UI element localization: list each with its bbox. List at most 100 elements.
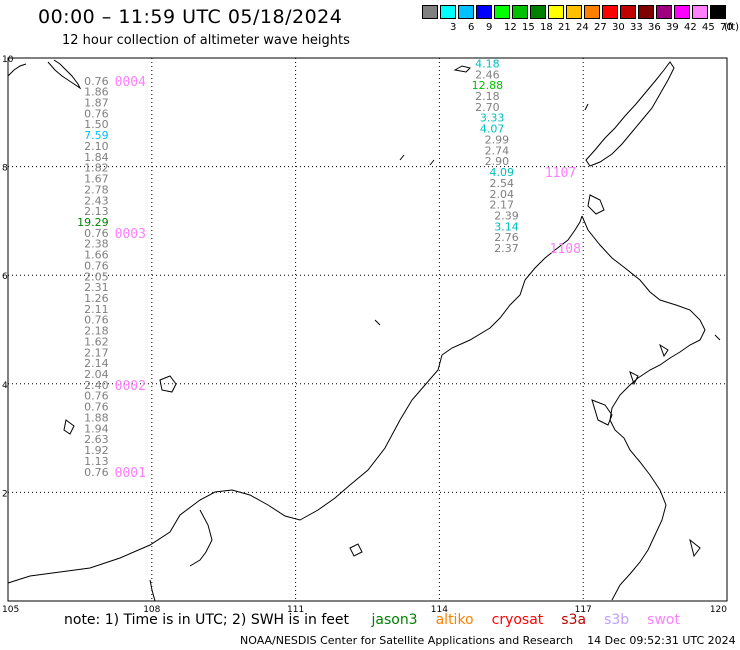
wave-height-value: 2.10 bbox=[84, 140, 109, 153]
scale-swatch bbox=[512, 5, 528, 19]
scale-label: 27 bbox=[594, 22, 607, 33]
wave-height-value: 2.78 bbox=[84, 183, 109, 196]
wave-height-value: 3.33 bbox=[480, 112, 505, 125]
scale-label: 70 bbox=[720, 22, 733, 33]
pass-label: 0003 bbox=[115, 227, 146, 242]
scale-swatch bbox=[458, 5, 474, 19]
scale-swatch bbox=[656, 5, 672, 19]
wave-height-value: 1.87 bbox=[84, 97, 109, 110]
scale-swatch bbox=[530, 5, 546, 19]
x-tick-label: 120 bbox=[710, 605, 727, 615]
wave-height-value: 0.76 bbox=[84, 466, 109, 479]
wave-height-value: 2.54 bbox=[489, 177, 514, 190]
wave-height-value: 1.86 bbox=[84, 86, 109, 99]
y-tick-label: 4 bbox=[2, 381, 8, 391]
wave-height-value: 1.82 bbox=[84, 162, 109, 175]
scale-label: 6 bbox=[468, 22, 475, 33]
wave-height-value: 2.31 bbox=[84, 281, 109, 294]
scale-label: 12 bbox=[504, 22, 517, 33]
scale-unit: (ft) bbox=[724, 22, 740, 33]
scale-swatch bbox=[440, 5, 456, 19]
wave-height-value: 2.18 bbox=[475, 90, 500, 103]
wave-height-value: 2.13 bbox=[84, 205, 109, 218]
wave-height-value: 2.37 bbox=[494, 242, 519, 255]
scale-swatch bbox=[422, 5, 438, 19]
wave-height-value: 2.17 bbox=[84, 346, 109, 359]
map-frame bbox=[7, 57, 728, 602]
scale-label: 24 bbox=[576, 22, 589, 33]
wave-height-value: 1.26 bbox=[84, 292, 109, 305]
wave-height-value: 4.18 bbox=[475, 57, 500, 70]
page-subtitle: 12 hour collection of altimeter wave hei… bbox=[62, 33, 350, 48]
satellite-swot: swot bbox=[647, 612, 680, 628]
scale-label: 39 bbox=[666, 22, 679, 33]
wave-height-value: 2.90 bbox=[485, 155, 510, 168]
wave-height-value: 12.88 bbox=[472, 79, 504, 92]
satellite-s3a: s3a bbox=[561, 612, 587, 628]
wave-height-value: 2.17 bbox=[489, 199, 514, 212]
wave-height-value: 0.76 bbox=[84, 390, 109, 403]
note-line: note: 1) Time is in UTC; 2) SWH is in fe… bbox=[64, 612, 680, 628]
y-tick-label: 10 bbox=[2, 55, 14, 65]
wave-height-value: 0.76 bbox=[84, 107, 109, 120]
wave-height-observations: 0.761.861.870.761.507.592.101.841.821.67… bbox=[77, 57, 581, 480]
page-title: 00:00 – 11:59 UTC 05/18/2024 bbox=[38, 6, 343, 28]
wave-height-value: 2.18 bbox=[84, 325, 109, 338]
wave-height-value: 2.11 bbox=[84, 303, 109, 316]
wave-height-value: 4.07 bbox=[480, 123, 505, 136]
map-grid bbox=[8, 58, 727, 601]
wave-height-value: 0.76 bbox=[84, 227, 109, 240]
scale-label: 3 bbox=[450, 22, 457, 33]
y-tick-label: 8 bbox=[2, 164, 8, 174]
x-tick-label: 111 bbox=[287, 605, 304, 615]
satellite-cryosat: cryosat bbox=[491, 612, 544, 628]
wave-height-value: 0.76 bbox=[84, 314, 109, 327]
pass-label: 0002 bbox=[115, 379, 146, 394]
wave-height-value: 1.50 bbox=[84, 118, 109, 131]
scale-swatch bbox=[602, 5, 618, 19]
x-tick-label: 105 bbox=[2, 605, 19, 615]
wave-height-value: 2.43 bbox=[84, 194, 109, 207]
wave-height-value: 2.05 bbox=[84, 270, 109, 283]
wave-height-value: 1.13 bbox=[84, 455, 109, 468]
scale-label: 42 bbox=[684, 22, 697, 33]
satellite-legend: jason3 altiko cryosat s3a s3b swot bbox=[353, 612, 680, 628]
note-text: note: 1) Time is in UTC; 2) SWH is in fe… bbox=[64, 612, 350, 628]
wave-height-value: 2.76 bbox=[494, 231, 519, 244]
wave-height-value: 2.63 bbox=[84, 433, 109, 446]
x-tick-label: 108 bbox=[143, 605, 160, 615]
footer: NOAA/NESDIS Center for Satellite Applica… bbox=[240, 634, 736, 647]
satellite-altiko: altiko bbox=[435, 612, 474, 628]
wave-height-value: 1.62 bbox=[84, 335, 109, 348]
wave-height-value: 1.66 bbox=[84, 249, 109, 262]
scale-label: 9 bbox=[486, 22, 493, 33]
scale-swatch bbox=[674, 5, 690, 19]
pass-label: 0001 bbox=[115, 466, 146, 481]
scale-label: 21 bbox=[558, 22, 571, 33]
y-tick-label: 6 bbox=[2, 272, 8, 282]
wave-height-value: 2.38 bbox=[84, 238, 109, 251]
scale-swatch bbox=[692, 5, 708, 19]
scale-label: 30 bbox=[612, 22, 625, 33]
scale-swatch bbox=[710, 5, 726, 19]
wave-height-value: 2.04 bbox=[84, 368, 109, 381]
scale-swatch bbox=[494, 5, 510, 19]
scale-swatch bbox=[566, 5, 582, 19]
scale-label: 15 bbox=[522, 22, 535, 33]
satellite-s3b: s3b bbox=[604, 612, 630, 628]
wave-height-value: 1.88 bbox=[84, 411, 109, 424]
x-tick-label: 114 bbox=[431, 605, 448, 615]
footer-credit: NOAA/NESDIS Center for Satellite Applica… bbox=[240, 634, 574, 647]
scale-label: 45 bbox=[702, 22, 715, 33]
scale-label: 18 bbox=[540, 22, 553, 33]
wave-height-value: 2.39 bbox=[494, 209, 519, 222]
wave-height-value: 2.04 bbox=[489, 188, 514, 201]
scale-label: 33 bbox=[630, 22, 643, 33]
wave-height-value: 0.76 bbox=[84, 401, 109, 414]
wave-height-value: 1.84 bbox=[84, 151, 109, 164]
scale-swatch bbox=[620, 5, 636, 19]
wave-height-value: 1.94 bbox=[84, 422, 109, 435]
wave-height-value: 1.92 bbox=[84, 444, 109, 457]
